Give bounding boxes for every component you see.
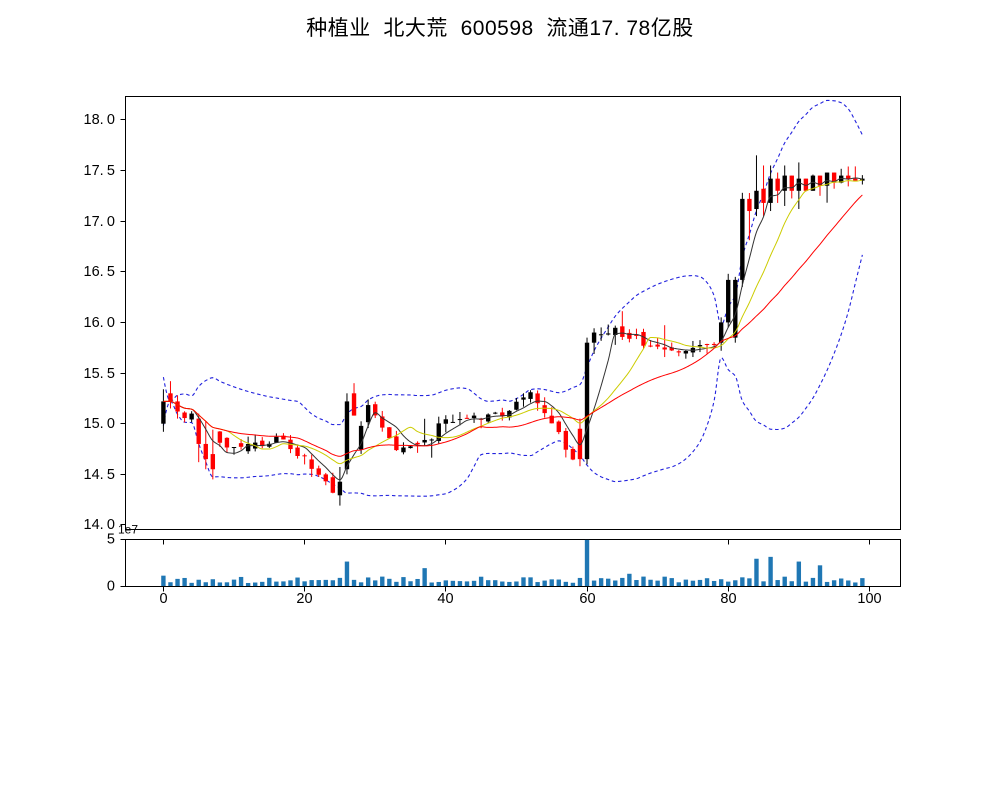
svg-text:1e7: 1e7: [118, 523, 138, 537]
svg-text:100: 100: [857, 591, 881, 607]
svg-text:15.5: 15. 5: [84, 366, 115, 382]
svg-text:16.5: 16. 5: [84, 264, 115, 280]
svg-text:0: 0: [159, 591, 167, 607]
svg-text:16.0: 16. 0: [84, 315, 115, 331]
svg-text:15.0: 15. 0: [84, 416, 115, 432]
svg-text:20: 20: [296, 591, 312, 607]
svg-text:40: 40: [437, 591, 453, 607]
svg-text:17.0: 17. 0: [84, 214, 115, 230]
svg-text:0: 0: [107, 579, 115, 595]
svg-text:18.0: 18. 0: [84, 112, 115, 128]
svg-text:14.5: 14. 5: [84, 467, 115, 483]
svg-text:5: 5: [107, 532, 115, 548]
svg-text:17.5: 17. 5: [84, 163, 115, 179]
svg-text:80: 80: [720, 591, 736, 607]
svg-text:60: 60: [579, 591, 595, 607]
